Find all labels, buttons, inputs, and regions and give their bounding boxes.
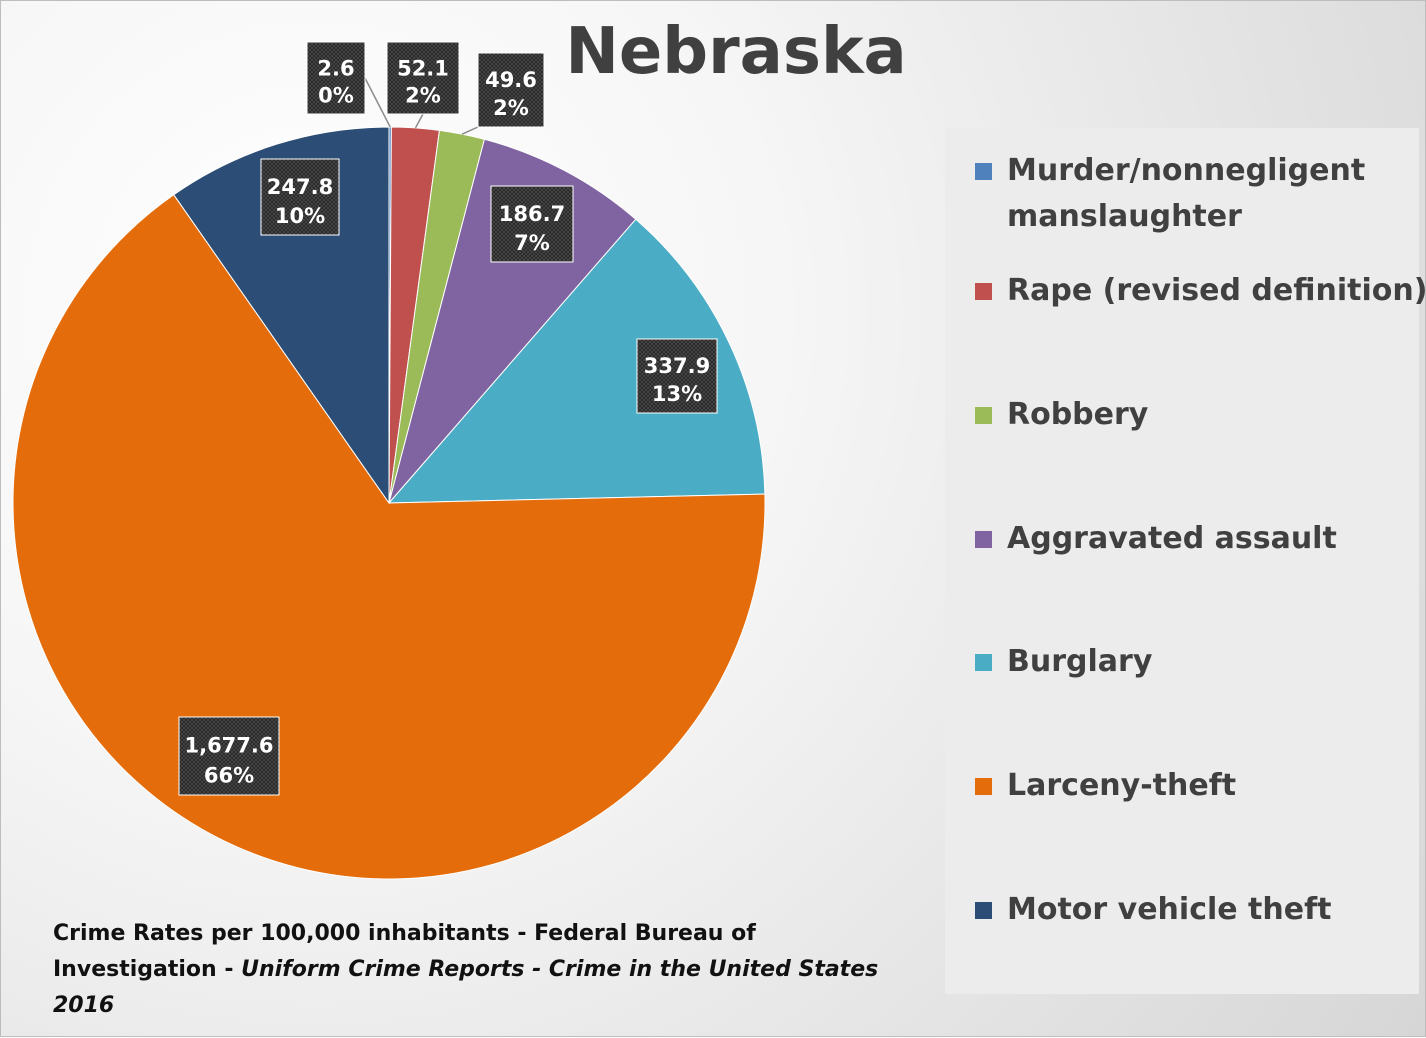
data-label-box-murder	[306, 41, 366, 115]
data-label-robbery: 49.6 2%	[477, 52, 545, 128]
pie-slice-larceny-theft	[12, 194, 766, 880]
source-note: Crime Rates per 100,000 inhabitants - Fe…	[53, 916, 883, 1024]
leader-line-rape	[414, 113, 424, 129]
source-text: Crime Rates per 100,000 inhabitants - Fe…	[53, 921, 756, 982]
legend-label-larceny-theft: Larceny-theft	[1007, 768, 1237, 803]
legend-swatch-motor-vehicle-theft	[975, 902, 992, 919]
legend: Murder/nonnegligent manslaughter Rape (re…	[945, 128, 1426, 994]
data-label-percent-murder: 0%	[318, 84, 354, 108]
legend-label-rape: Rape (revised definition)	[1007, 273, 1426, 308]
data-label-value-larceny-theft: 1,677.6	[184, 734, 273, 758]
legend-swatch-burglary	[975, 654, 992, 671]
leader-line-murder	[364, 77, 391, 128]
pie-slice-burglary	[387, 218, 766, 504]
legend-label-murder: Murder/nonnegligent manslaughter	[1007, 153, 1366, 234]
data-label-percent-robbery: 2%	[493, 96, 529, 120]
data-label-percent-motor-vehicle-theft: 10%	[275, 204, 325, 228]
data-label-value-rape: 52.1	[397, 56, 449, 80]
data-label-burglary: 337.9 13%	[636, 338, 718, 414]
data-label-box-robbery	[477, 52, 545, 128]
legend-swatch-larceny-theft	[975, 778, 992, 795]
legend-swatch-murder	[975, 163, 992, 180]
data-label-percent-burglary: 13%	[652, 382, 702, 406]
leader-line-robbery	[461, 126, 479, 135]
data-label-value-burglary: 337.9	[644, 354, 710, 378]
data-label-murder: 2.60%	[306, 41, 366, 115]
data-label-percent-aggravated-assault: 7%	[514, 231, 550, 255]
legend-swatch-rape	[975, 283, 992, 300]
legend-label-motor-vehicle-theft: Motor vehicle theft	[1007, 892, 1332, 927]
legend-swatch-aggravated-assault	[975, 531, 992, 548]
data-label-motor-vehicle-theft: 247.8 10%	[260, 158, 340, 236]
data-label-aggravated-assault: 186.7 7%	[490, 185, 574, 263]
legend-label-robbery: Robbery	[1007, 397, 1149, 432]
data-label-rape: 52.1 2%	[386, 41, 460, 115]
data-label-value-motor-vehicle-theft: 247.8	[267, 175, 333, 199]
data-label-box-burglary	[636, 338, 718, 414]
legend-label-aggravated-assault: Aggravated assault	[1007, 521, 1337, 556]
chart-title: Nebraska	[565, 15, 907, 89]
data-label-box-aggravated-assault	[490, 185, 574, 263]
pie-slice-aggravated-assault	[388, 138, 637, 504]
data-label-box-larceny-theft	[178, 716, 280, 796]
data-label-value-robbery: 49.6	[485, 68, 537, 92]
source-publication: Uniform Crime Reports - Crime in the Uni…	[53, 957, 879, 1018]
data-label-box-motor-vehicle-theft	[260, 158, 340, 236]
data-label-larceny-theft: 1,677.6 66%	[178, 716, 280, 796]
data-label-percent-larceny-theft: 66%	[204, 763, 254, 787]
data-label-percent-rape: 2%	[405, 84, 441, 108]
legend-swatch-robbery	[975, 407, 992, 424]
data-label-value-aggravated-assault: 186.7	[499, 202, 565, 226]
legend-label-burglary: Burglary	[1007, 644, 1153, 679]
data-label-box-rape	[386, 41, 460, 115]
data-label-value-murder: 2.6	[317, 56, 354, 80]
